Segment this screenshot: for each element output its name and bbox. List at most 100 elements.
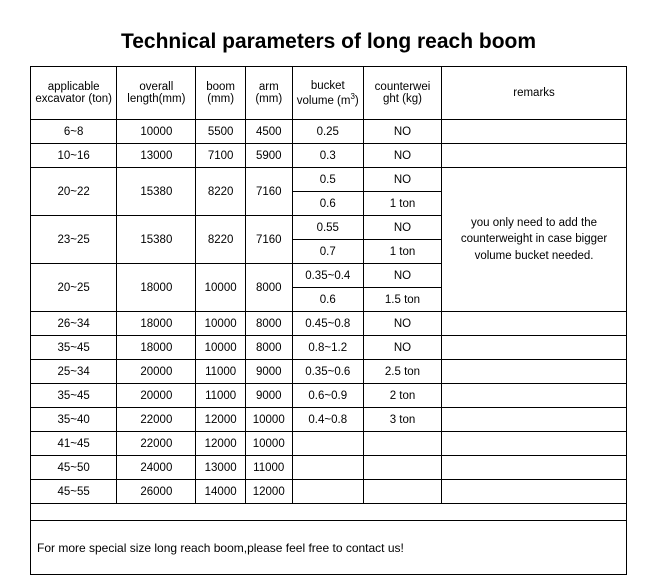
col-arm: arm (mm) bbox=[245, 67, 292, 120]
cell bbox=[442, 120, 627, 144]
cell: 26~34 bbox=[31, 312, 117, 336]
cell: 35~45 bbox=[31, 336, 117, 360]
cell: 20~25 bbox=[31, 264, 117, 312]
cell: NO bbox=[363, 312, 441, 336]
cell: 25~34 bbox=[31, 360, 117, 384]
cell: 10000 bbox=[245, 432, 292, 456]
parameters-table: applicable excavator (ton) overall lengt… bbox=[30, 66, 627, 575]
cell: 6~8 bbox=[31, 120, 117, 144]
cell: 5500 bbox=[196, 120, 246, 144]
cell: 18000 bbox=[117, 312, 196, 336]
cell: NO bbox=[363, 336, 441, 360]
header-row: applicable excavator (ton) overall lengt… bbox=[31, 67, 627, 120]
cell: 45~55 bbox=[31, 480, 117, 504]
cell: 0.7 bbox=[292, 240, 363, 264]
cell: 10000 bbox=[117, 120, 196, 144]
cell: 41~45 bbox=[31, 432, 117, 456]
col-excavator: applicable excavator (ton) bbox=[31, 67, 117, 120]
cell: 0.6 bbox=[292, 192, 363, 216]
cell: 10000 bbox=[245, 408, 292, 432]
cell bbox=[363, 432, 441, 456]
cell: 0.35~0.4 bbox=[292, 264, 363, 288]
cell: 35~45 bbox=[31, 384, 117, 408]
col-length: overall length(mm) bbox=[117, 67, 196, 120]
footer-note: For more special size long reach boom,pl… bbox=[31, 521, 627, 575]
cell: 15380 bbox=[117, 168, 196, 216]
cell: 22000 bbox=[117, 408, 196, 432]
cell bbox=[292, 432, 363, 456]
cell: 14000 bbox=[196, 480, 246, 504]
cell: 1 ton bbox=[363, 240, 441, 264]
cell: 11000 bbox=[196, 384, 246, 408]
cell: NO bbox=[363, 168, 441, 192]
col-boom: boom (mm) bbox=[196, 67, 246, 120]
cell bbox=[442, 336, 627, 360]
cell: 0.6 bbox=[292, 288, 363, 312]
cell: 7160 bbox=[245, 216, 292, 264]
cell: 0.45~0.8 bbox=[292, 312, 363, 336]
cell: 2.5 ton bbox=[363, 360, 441, 384]
cell: 10000 bbox=[196, 312, 246, 336]
cell: NO bbox=[363, 144, 441, 168]
cell: 11000 bbox=[245, 456, 292, 480]
cell: 8220 bbox=[196, 168, 246, 216]
cell: 11000 bbox=[196, 360, 246, 384]
table-row: 35~45 18000 10000 8000 0.8~1.2 NO bbox=[31, 336, 627, 360]
cell: 13000 bbox=[196, 456, 246, 480]
cell: 1 ton bbox=[363, 192, 441, 216]
table-row: 25~34 20000 11000 9000 0.35~0.6 2.5 ton bbox=[31, 360, 627, 384]
cell: 0.25 bbox=[292, 120, 363, 144]
cell: 8000 bbox=[245, 312, 292, 336]
cell: 12000 bbox=[196, 408, 246, 432]
cell bbox=[442, 408, 627, 432]
cell bbox=[442, 360, 627, 384]
cell bbox=[442, 144, 627, 168]
cell bbox=[363, 480, 441, 504]
cell: 10000 bbox=[196, 264, 246, 312]
cell: 15380 bbox=[117, 216, 196, 264]
cell: 8000 bbox=[245, 336, 292, 360]
cell: 0.55 bbox=[292, 216, 363, 240]
cell: 18000 bbox=[117, 336, 196, 360]
cell: 35~40 bbox=[31, 408, 117, 432]
cell: 12000 bbox=[196, 432, 246, 456]
footer-row: For more special size long reach boom,pl… bbox=[31, 521, 627, 575]
page-title: Technical parameters of long reach boom bbox=[30, 30, 627, 54]
cell: 0.3 bbox=[292, 144, 363, 168]
cell: 20000 bbox=[117, 384, 196, 408]
cell: 5900 bbox=[245, 144, 292, 168]
cell: 20000 bbox=[117, 360, 196, 384]
cell bbox=[442, 480, 627, 504]
cell: 7160 bbox=[245, 168, 292, 216]
spacer-row bbox=[31, 504, 627, 521]
cell: 8000 bbox=[245, 264, 292, 312]
table-row: 45~50 24000 13000 11000 bbox=[31, 456, 627, 480]
cell: NO bbox=[363, 120, 441, 144]
cell: 23~25 bbox=[31, 216, 117, 264]
remarks-cell: you only need to add the counterweight i… bbox=[442, 168, 627, 312]
cell: 10000 bbox=[196, 336, 246, 360]
cell: 0.8~1.2 bbox=[292, 336, 363, 360]
cell: 3 ton bbox=[363, 408, 441, 432]
cell: 7100 bbox=[196, 144, 246, 168]
cell: 2 ton bbox=[363, 384, 441, 408]
cell bbox=[31, 504, 627, 521]
cell: 12000 bbox=[245, 480, 292, 504]
col-bucket: bucket volume (m3) bbox=[292, 67, 363, 120]
cell bbox=[442, 456, 627, 480]
cell bbox=[292, 480, 363, 504]
table-row: 20~22 15380 8220 7160 0.5 NO you only ne… bbox=[31, 168, 627, 192]
cell: NO bbox=[363, 216, 441, 240]
cell: 45~50 bbox=[31, 456, 117, 480]
cell: NO bbox=[363, 264, 441, 288]
cell: 8220 bbox=[196, 216, 246, 264]
table-row: 45~55 26000 14000 12000 bbox=[31, 480, 627, 504]
cell: 0.5 bbox=[292, 168, 363, 192]
cell: 24000 bbox=[117, 456, 196, 480]
table-row: 26~34 18000 10000 8000 0.45~0.8 NO bbox=[31, 312, 627, 336]
table-row: 35~45 20000 11000 9000 0.6~0.9 2 ton bbox=[31, 384, 627, 408]
cell: 10~16 bbox=[31, 144, 117, 168]
cell: 9000 bbox=[245, 360, 292, 384]
cell: 26000 bbox=[117, 480, 196, 504]
cell: 0.6~0.9 bbox=[292, 384, 363, 408]
